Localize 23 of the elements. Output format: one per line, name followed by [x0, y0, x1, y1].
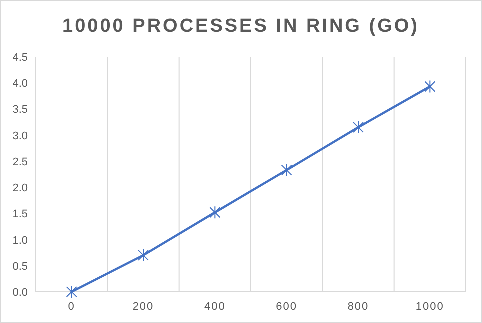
y-tick-label: 0.5 [12, 260, 28, 273]
chart-title: 10000 PROCESSES IN RING (GO) [62, 16, 420, 37]
point [424, 80, 436, 94]
point [353, 121, 364, 134]
point [138, 248, 149, 262]
y-tick-label: 2.0 [12, 182, 28, 195]
point [281, 164, 292, 177]
x-tick-label: 800 [348, 301, 370, 313]
y-tick-label: 1.0 [12, 234, 28, 247]
point [210, 206, 221, 220]
y-tick-label: 4.5 [12, 52, 28, 64]
point [66, 286, 78, 298]
y-tick-label: 3.0 [12, 130, 28, 142]
y-tick-label: 3.5 [12, 104, 28, 116]
x-tick-label: 1000 [416, 301, 444, 313]
y-tick-label: 1.5 [12, 208, 28, 221]
x-tick-label: 600 [276, 301, 298, 313]
y-tick-label: 4.0 [12, 78, 28, 90]
x-tick-label: 400 [204, 301, 226, 313]
y-tick-label: 0.0 [12, 287, 28, 299]
y-tick-label: 2.5 [12, 156, 28, 168]
x-tick-label: 0 [68, 301, 76, 313]
x-tick-label: 200 [132, 301, 154, 313]
